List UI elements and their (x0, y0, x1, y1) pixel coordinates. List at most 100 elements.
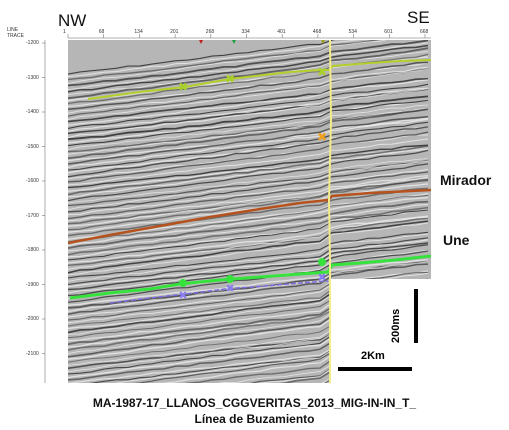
reflector-line (68, 171, 429, 220)
reflector-line (68, 40, 335, 75)
reflector-line (68, 163, 429, 213)
marker-x-blue: ✖ (225, 283, 234, 295)
reflector-line (68, 158, 429, 204)
trace-tick-label: 134 (134, 29, 143, 35)
time-tick-label: -1200 (26, 40, 39, 46)
reflector-line (68, 40, 429, 87)
marker-x-blue: ✖ (317, 272, 326, 284)
reflector-line (68, 108, 429, 160)
reflector-line (68, 144, 429, 189)
reflector-line (68, 176, 429, 227)
trace-tick-label: 68 (98, 29, 105, 35)
time-tick-label: -1400 (26, 109, 39, 115)
marker-x-orange: ✖ (317, 130, 327, 144)
reflector-line (68, 146, 429, 192)
axis-line-label: LINE (7, 27, 19, 33)
reflector-line (68, 216, 429, 270)
reflector-line (68, 40, 393, 81)
reflector-line (68, 77, 429, 123)
reflector-line (68, 148, 429, 198)
marker-dot-green (226, 275, 234, 283)
time-tick-label: -2100 (26, 350, 39, 357)
reflector-line (68, 79, 429, 126)
scale-vertical-label: 200ms (390, 308, 402, 343)
scale-horizontal-label: 2Km (361, 350, 385, 362)
reflector-line (68, 200, 429, 249)
trace-tick-label: 401 (277, 29, 286, 35)
time-tick-label: -2000 (26, 316, 39, 322)
marker-x-green: ✖ (225, 72, 235, 86)
reflector-line (68, 263, 429, 316)
reflector-line (68, 187, 429, 237)
reflector-line (68, 83, 429, 129)
reflector-line (68, 244, 429, 297)
reflector-line (68, 68, 429, 121)
reflector-line (68, 222, 429, 276)
trace-tick-label: 668 (420, 29, 429, 35)
reflector-line (68, 68, 429, 117)
well-marker-triangle-green (232, 40, 236, 44)
reflector-line (68, 66, 429, 114)
reflector-line (68, 88, 429, 139)
reflector-line (68, 259, 429, 306)
reflector-line (68, 95, 429, 141)
reflector-line (68, 220, 429, 274)
reflector-line (68, 168, 429, 216)
reflector-line (68, 138, 429, 186)
reflector-line (68, 107, 429, 155)
reflector-line (68, 237, 429, 286)
reflector-line (68, 115, 429, 165)
reflector-line (68, 160, 429, 211)
time-tick-label: -1500 (26, 143, 39, 150)
well-marker-triangle-red (199, 40, 203, 44)
reflector-line (68, 40, 364, 78)
marker-x-green: ✖ (317, 65, 327, 79)
time-tick-label: -1800 (26, 247, 39, 253)
time-tick-label: -1600 (26, 178, 39, 184)
reflector-line (68, 250, 429, 303)
reflector-line (68, 242, 429, 291)
reflector-line (68, 233, 429, 282)
une-label: Une (443, 232, 470, 248)
trace-tick-label: 1 (63, 29, 66, 35)
reflector-line (68, 203, 429, 252)
reflector-line (68, 194, 429, 243)
horizon-lower-blue-line (109, 280, 329, 304)
reflector-line (68, 183, 429, 233)
trace-tick-label: 201 (170, 29, 179, 35)
reflector-line (68, 271, 429, 321)
reflector-line (68, 99, 429, 144)
time-tick-label: -1900 (26, 281, 39, 288)
reflector-line (68, 239, 429, 288)
reflector-line (68, 47, 429, 100)
trace-tick-label: 468 (312, 29, 322, 35)
time-tick-label: -1700 (26, 212, 39, 219)
caption-line1: MA-1987-17_LLANOS_CGGVERITAS_2013_MIG-IN… (92, 396, 417, 410)
reflector-line (68, 104, 429, 151)
reflector-line (68, 126, 429, 178)
trace-tick-label: 534 (348, 29, 357, 35)
reflector-line (68, 40, 388, 85)
reflector-line (68, 231, 429, 279)
horizon-mirador-line (68, 188, 431, 245)
direction-se-label: SE (407, 8, 430, 27)
reflector-line (68, 87, 429, 133)
reflector-line (68, 261, 429, 313)
time-axis-ticks (42, 42, 45, 354)
marker-x-blue: ✖ (178, 290, 187, 302)
horizon-top-line (87, 59, 431, 100)
reflector-line (68, 179, 429, 231)
mirador-label: Mirador (440, 172, 492, 188)
reflector-line (68, 42, 429, 91)
marker-dot-green (318, 258, 326, 266)
trace-tick-label: 601 (384, 29, 393, 35)
direction-nw-label: NW (58, 11, 87, 30)
reflector-line (68, 121, 429, 171)
reflector-line (68, 196, 429, 247)
reflector-line (68, 145, 429, 196)
reflector-line (68, 206, 429, 256)
reflector-line (68, 99, 429, 147)
reflector-line (68, 159, 429, 207)
marker-dot-green (179, 279, 187, 287)
